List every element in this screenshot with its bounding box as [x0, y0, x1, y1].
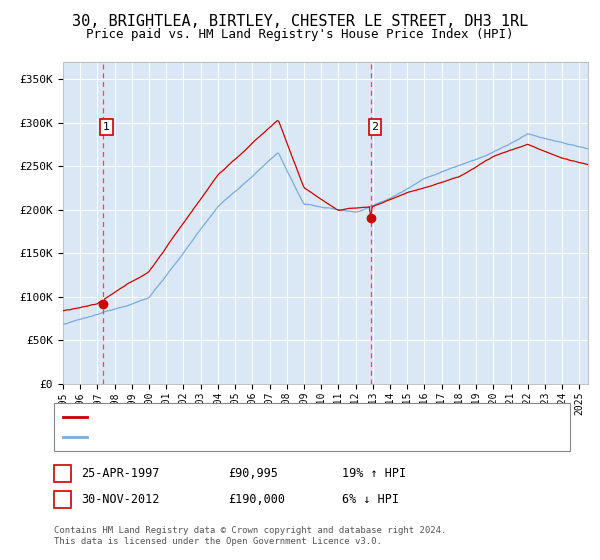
Text: £90,995: £90,995: [228, 466, 278, 480]
Text: 30, BRIGHTLEA, BIRTLEY, CHESTER LE STREET, DH3 1RL (detached house): 30, BRIGHTLEA, BIRTLEY, CHESTER LE STREE…: [91, 410, 569, 423]
Text: Contains HM Land Registry data © Crown copyright and database right 2024.
This d: Contains HM Land Registry data © Crown c…: [54, 526, 446, 546]
Text: HPI: Average price, detached house, Gateshead: HPI: Average price, detached house, Gate…: [91, 431, 412, 444]
Text: Price paid vs. HM Land Registry's House Price Index (HPI): Price paid vs. HM Land Registry's House …: [86, 28, 514, 41]
Text: £190,000: £190,000: [228, 493, 285, 506]
Text: 30-NOV-2012: 30-NOV-2012: [81, 493, 160, 506]
Text: 19% ↑ HPI: 19% ↑ HPI: [342, 466, 406, 480]
Text: 2: 2: [371, 122, 379, 132]
Text: 1: 1: [103, 122, 110, 132]
Text: 6% ↓ HPI: 6% ↓ HPI: [342, 493, 399, 506]
Text: 1: 1: [59, 466, 66, 480]
Text: 25-APR-1997: 25-APR-1997: [81, 466, 160, 480]
Text: 30, BRIGHTLEA, BIRTLEY, CHESTER LE STREET, DH3 1RL: 30, BRIGHTLEA, BIRTLEY, CHESTER LE STREE…: [72, 14, 528, 29]
Text: 2: 2: [59, 493, 66, 506]
